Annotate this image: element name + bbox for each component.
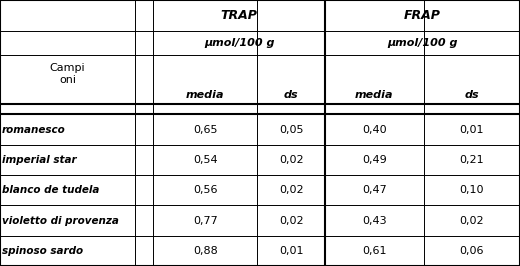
Text: 0,01: 0,01 — [460, 124, 484, 135]
Text: 0,05: 0,05 — [279, 124, 304, 135]
Text: 0,02: 0,02 — [279, 215, 304, 226]
Text: TRAP: TRAP — [221, 9, 257, 22]
Text: 0,61: 0,61 — [362, 246, 387, 256]
Text: 0,65: 0,65 — [193, 124, 218, 135]
Text: 0,10: 0,10 — [460, 185, 484, 195]
Text: 0,02: 0,02 — [279, 185, 304, 195]
Text: μmol/100 g: μmol/100 g — [204, 38, 275, 48]
Text: 0,56: 0,56 — [193, 185, 218, 195]
Text: ds: ds — [284, 90, 298, 100]
Text: 0,88: 0,88 — [193, 246, 218, 256]
Text: media: media — [355, 90, 394, 100]
Text: ds: ds — [464, 90, 479, 100]
Text: 0,47: 0,47 — [362, 185, 387, 195]
Text: 0,02: 0,02 — [279, 155, 304, 165]
Text: μmol/100 g: μmol/100 g — [387, 38, 458, 48]
Text: oni: oni — [59, 75, 76, 85]
Text: 0,49: 0,49 — [362, 155, 387, 165]
Text: 0,77: 0,77 — [193, 215, 218, 226]
Text: spinoso sardo: spinoso sardo — [2, 246, 83, 256]
Text: 0,21: 0,21 — [460, 155, 484, 165]
Text: imperial star: imperial star — [2, 155, 77, 165]
Text: 0,54: 0,54 — [193, 155, 218, 165]
Text: media: media — [186, 90, 225, 100]
Text: 0,40: 0,40 — [362, 124, 387, 135]
Text: romanesco: romanesco — [2, 124, 66, 135]
Text: 0,01: 0,01 — [279, 246, 304, 256]
Text: 0,02: 0,02 — [460, 215, 484, 226]
Text: violetto di provenza: violetto di provenza — [2, 215, 119, 226]
Text: 0,06: 0,06 — [460, 246, 484, 256]
Text: Campi: Campi — [50, 63, 85, 73]
Text: blanco de tudela: blanco de tudela — [2, 185, 99, 195]
Text: 0,43: 0,43 — [362, 215, 387, 226]
Text: FRAP: FRAP — [404, 9, 441, 22]
